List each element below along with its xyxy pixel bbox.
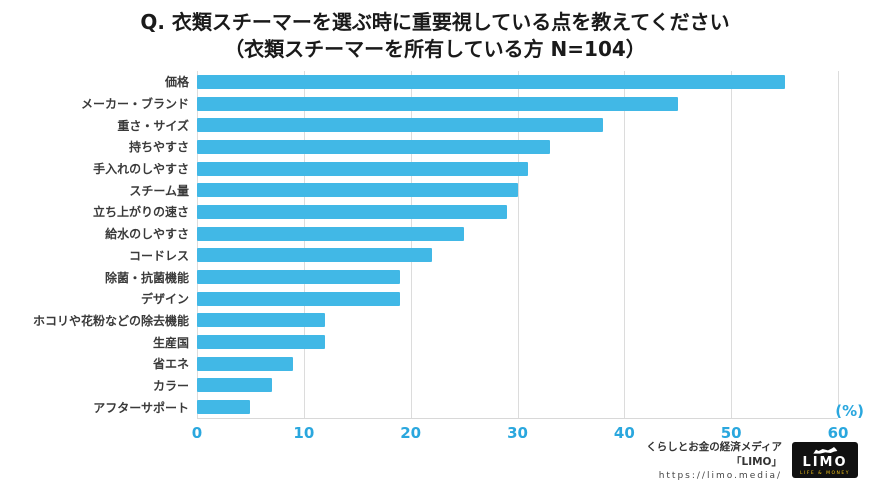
bar-row <box>197 201 838 223</box>
credit-line2: 「LIMO」 <box>731 455 782 468</box>
category-label: 生産国 <box>152 335 189 350</box>
bar <box>197 356 294 371</box>
credit-url: https://limo.media/ <box>658 471 782 481</box>
dog-icon <box>813 446 837 454</box>
bar <box>197 378 272 393</box>
x-axis: (%) 0 10 20 30 40 50 60 <box>192 402 864 444</box>
bar <box>197 161 529 176</box>
bar-row <box>197 266 838 288</box>
bar <box>197 226 465 241</box>
chart-title-line1: Q. 衣類スチーマーを選ぶ時に重要視している点を教えてください <box>140 10 730 34</box>
gridline <box>838 71 839 418</box>
tick-label: 50 <box>720 424 742 442</box>
tick-label: 60 <box>827 424 849 442</box>
category-label: デザイン <box>140 292 189 307</box>
category-label: 重さ・サイズ <box>117 118 189 133</box>
bar-row <box>197 288 838 310</box>
limo-logo-text: LIMO <box>802 454 848 470</box>
category-label: ホコリや花粉などの除去機能 <box>32 313 189 328</box>
limo-logo: LIMO LIFE & MONEY <box>792 442 858 479</box>
gridline <box>624 71 626 418</box>
bar-row <box>197 136 838 158</box>
bar <box>197 139 550 154</box>
category-label: 除菌・抗菌機能 <box>104 270 189 285</box>
bar-row <box>197 396 838 418</box>
limo-logo-subtext: LIFE & MONEY <box>799 470 851 476</box>
tick-label: 0 <box>191 424 203 442</box>
category-label: スチーム量 <box>129 183 189 198</box>
category-label: アフターサポート <box>93 400 189 415</box>
bar <box>197 291 400 306</box>
category-label: 持ちやすさ <box>128 140 189 155</box>
bar-row <box>197 179 838 201</box>
gridline <box>731 71 733 418</box>
bar-row <box>197 223 838 245</box>
category-label: 立ち上がりの速さ <box>92 205 189 220</box>
gridline <box>517 71 519 418</box>
bar-row <box>197 353 838 375</box>
axis-unit-label: (%) <box>835 402 864 420</box>
credit-line1: くらしとお金の経済メディア <box>646 440 782 453</box>
credit-text: くらしとお金の経済メディア 「LIMO」 https://limo.media/ <box>646 440 782 481</box>
bar-row <box>197 331 838 353</box>
tick-label: 10 <box>293 424 315 442</box>
bar-chart: 価格メーカー・ブランド重さ・サイズ持ちやすさ手入れのしやすさスチーム量立ち上がり… <box>0 71 870 419</box>
bar <box>197 96 678 111</box>
gridline <box>303 71 305 418</box>
bar <box>197 400 251 415</box>
category-label: カラー <box>152 378 189 393</box>
category-label: メーカー・ブランド <box>80 97 189 112</box>
gridline <box>197 71 198 418</box>
bar <box>197 204 507 219</box>
bar <box>197 74 785 89</box>
bar <box>197 270 400 285</box>
tick-label: 30 <box>507 424 528 442</box>
bar <box>197 118 603 133</box>
gridline <box>410 71 412 418</box>
bar <box>197 248 433 263</box>
tick-label: 20 <box>400 424 422 442</box>
bar-row <box>197 245 838 267</box>
category-label: 価格 <box>164 75 189 90</box>
bar-row <box>197 158 838 180</box>
plot-area <box>197 71 839 419</box>
bar <box>197 335 326 350</box>
chart-title: Q. 衣類スチーマーを選ぶ時に重要視している点を教えてください （衣類スチーマー… <box>0 0 870 63</box>
category-labels: 価格メーカー・ブランド重さ・サイズ持ちやすさ手入れのしやすさスチーム量立ち上がり… <box>0 71 197 419</box>
bar <box>197 183 518 198</box>
chart-title-line2: （衣類スチーマーを所有している方 N=104） <box>224 37 646 61</box>
bar-row <box>197 375 838 397</box>
tick-label: 40 <box>613 424 635 442</box>
bar-row <box>197 93 838 115</box>
bar <box>197 313 326 328</box>
category-label: 手入れのしやすさ <box>93 162 189 177</box>
footer: くらしとお金の経済メディア 「LIMO」 https://limo.media/… <box>646 440 858 481</box>
bar-row <box>197 310 838 332</box>
bar-row <box>197 114 838 136</box>
category-label: コードレス <box>128 248 189 263</box>
category-label: 省エネ <box>152 357 189 372</box>
category-label: 給水のしやすさ <box>105 227 189 242</box>
bar-row <box>197 71 838 93</box>
